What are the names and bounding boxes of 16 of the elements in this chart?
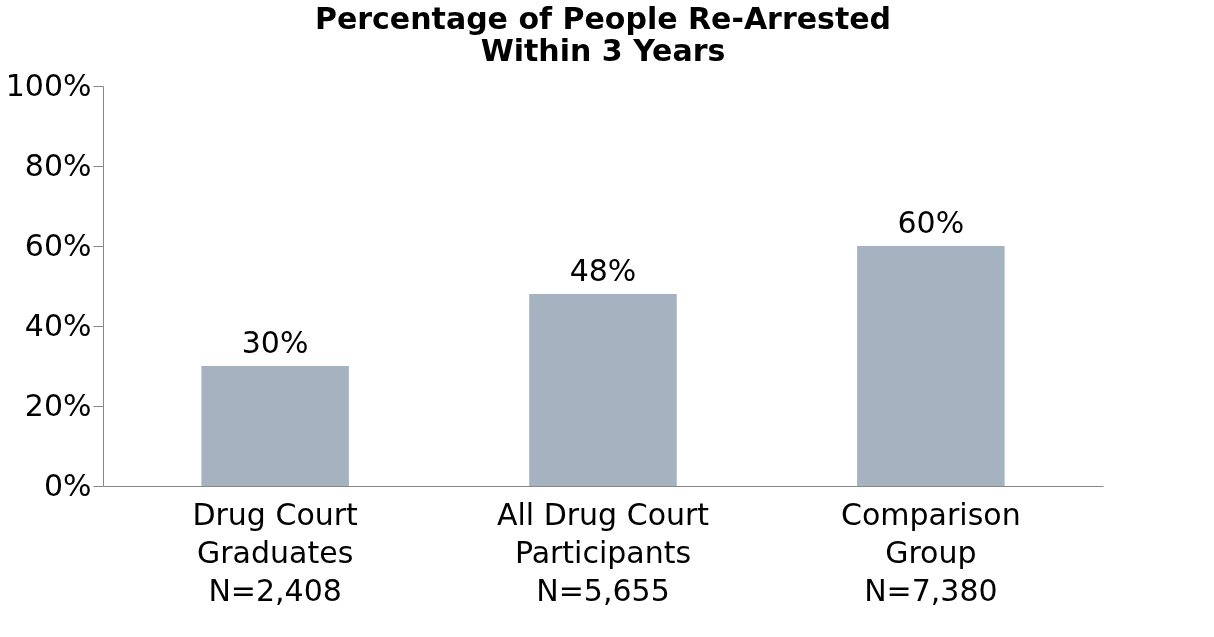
y-tick-label: 40% (24, 307, 92, 343)
y-tick-label: 20% (24, 387, 92, 423)
y-tick-label: 0% (43, 467, 92, 503)
bar (201, 366, 349, 486)
data-label: 48% (569, 253, 637, 288)
x-tick-label: All Drug Court Participants N=5,655 (496, 496, 710, 608)
x-tick-label: Drug Court Graduates N=2,408 (192, 496, 359, 608)
y-tick-label: 100% (5, 67, 92, 103)
data-label: 60% (897, 205, 965, 240)
data-label: 30% (241, 325, 309, 360)
bar (529, 294, 677, 486)
y-tick-label: 60% (24, 227, 92, 263)
bar (857, 246, 1005, 486)
y-tick-label: 80% (24, 147, 92, 183)
chart-title: Percentage of People Re-Arrested Within 3 Years (314, 1, 892, 68)
x-tick-label: Comparison Group N=7,380 (841, 496, 1021, 608)
